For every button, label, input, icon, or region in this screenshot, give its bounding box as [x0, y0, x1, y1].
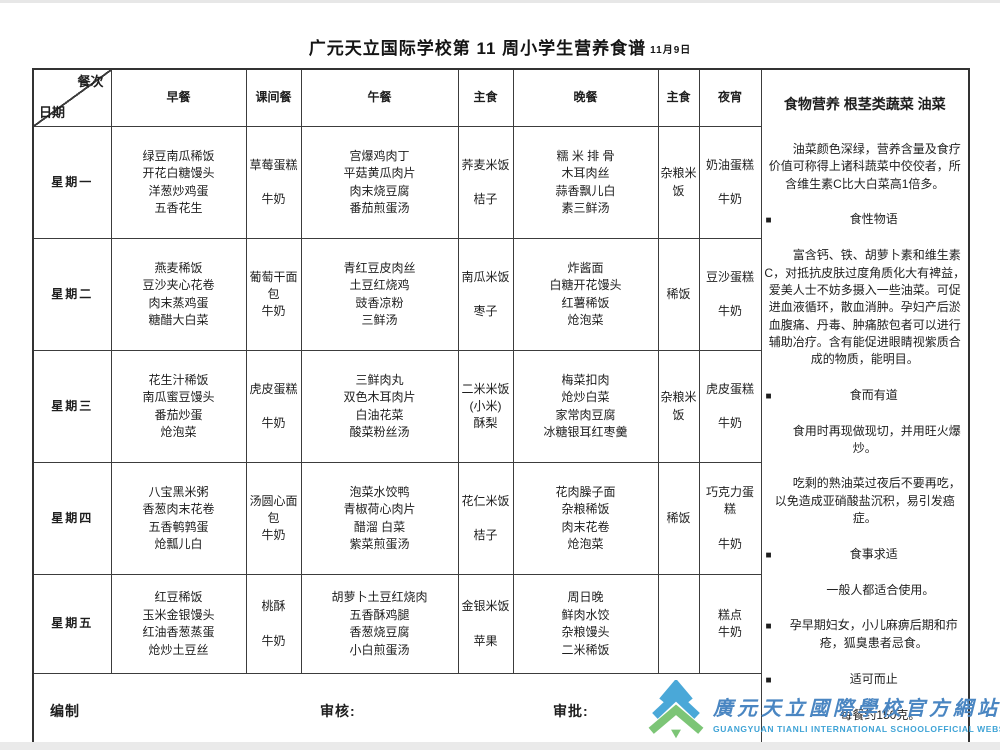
signature-row: 编制 审核: 审批:: [32, 673, 969, 750]
nutrition-bullet: ■ 食性物语: [765, 212, 898, 227]
column-header-snack: 课间餐: [245, 68, 302, 128]
day-label: 星期二: [32, 238, 112, 352]
table-row-friday: 星期五 红豆稀饭 玉米金银馒头 红油香葱蒸蛋 炝炒土豆丝 桃酥 牛奶 胡萝卜土豆…: [32, 574, 969, 675]
corner-label-date: 日期: [39, 105, 66, 121]
nutrition-paragraph: 食用时再现做现切，并用旺火爆炒。: [792, 424, 961, 456]
square-bullet-icon: ■: [765, 549, 772, 561]
nutrition-paragraph: 每餐约150克。: [840, 708, 921, 723]
square-bullet-icon: ■: [765, 675, 772, 687]
page-title: 广元天立国际学校第 11 周小学生营养食谱 11月9日: [0, 34, 1000, 59]
night-snack-cell: 虎皮蛋糕 牛奶: [698, 350, 762, 464]
night-snack-cell: 豆沙蛋糕 牛奶: [698, 238, 762, 352]
table-row-wednesday: 星期三 花生汁稀饭 南瓜蜜豆馒头 番茄炒蛋 炝泡菜 虎皮蛋糕 牛奶 三鲜肉丸 双…: [32, 350, 969, 464]
school-logo: 廣元天立國際學校官方網站 GUANGYUAN TIANLI INTERNATIO…: [645, 680, 1000, 742]
day-label: 星期五: [32, 574, 112, 675]
nutrition-bullet: ■ 食而有道: [765, 388, 898, 403]
nutrition-info-panel: 食物营养 根茎类蔬菜 油菜 油菜颜色深绿，营养含量及食疗价值可称得上诸科蔬菜中佼…: [760, 68, 970, 750]
menu-table: 餐次 日期 早餐 课间餐 午餐 主食 晚餐 主食 夜宵 食物营养 根茎类蔬菜 油…: [32, 68, 970, 750]
tree-logo-icon: [648, 680, 704, 739]
night-snack-cell: 糕点 牛奶: [698, 574, 762, 675]
square-bullet-icon: ■: [765, 391, 772, 403]
breakfast-cell: 绿豆南瓜稀饭 开花白糖馒头 洋葱炒鸡蛋 五香花生: [110, 126, 247, 240]
nutrition-bullet: ■ 孕早期妇女，小儿麻痹后期和疖疮，狐臭患者忌食。: [765, 618, 958, 650]
day-label: 星期三: [32, 350, 112, 464]
column-header-lunch: 午餐: [300, 68, 459, 128]
staple-cell: 南瓜米饭 枣子: [457, 238, 514, 352]
dinner-cell: 糯 米 排 骨 木耳肉丝 蒜香飘儿白 素三鲜汤: [512, 126, 659, 240]
snack-cell: 桃酥 牛奶: [245, 574, 302, 675]
compiled-by-label: 编制: [50, 702, 80, 719]
square-bullet-icon: ■: [765, 621, 772, 633]
nutrition-paragraph: 吃剩的熟油菜过夜后不要再吃，以免造成亚硝酸盐沉积，易引发癌症。: [774, 476, 961, 525]
scan-edge-top: [0, 0, 1000, 3]
dinner-cell: 梅菜扣肉 炝炒白菜 家常肉豆腐 冰糖银耳红枣羹: [512, 350, 659, 464]
breakfast-cell: 红豆稀饭 玉米金银馒头 红油香葱蒸蛋 炝炒土豆丝: [110, 574, 247, 675]
page-title-main: 广元天立国际学校第 11 周小学生营养食谱: [308, 39, 647, 58]
staple-cell: 稀饭: [657, 238, 700, 352]
staple-cell: 杂粮米饭: [657, 350, 700, 464]
column-header-dinner: 晚餐: [512, 68, 659, 128]
nutrition-bullet: ■ 适可而止: [765, 672, 898, 687]
staple-cell: 稀饭: [657, 462, 700, 576]
nutrition-paragraph: 富含钙、铁、胡萝卜素和维生素C，对抵抗皮肤过度角质化大有裨益，爱美人士不妨多摄入…: [764, 248, 966, 367]
corner-cell: 餐次 日期: [32, 68, 112, 128]
table-row-thursday: 星期四 八宝黑米粥 香葱肉末花卷 五香鹌鹑蛋 炝瓢儿白 汤圆心面包 牛奶 泡菜水…: [32, 462, 969, 576]
staple-cell: 二米米饭 (小米) 酥梨: [457, 350, 514, 464]
snack-cell: 草莓蛋糕 牛奶: [245, 126, 302, 240]
snack-cell: 汤圆心面包 牛奶: [245, 462, 302, 576]
column-header-staple-1: 主食: [457, 68, 514, 128]
dinner-cell: 炸酱面 白糖开花馒头 红薯稀饭 炝泡菜: [512, 238, 659, 352]
staple-cell: 花仁米饭 桔子: [457, 462, 514, 576]
nutrition-bullet: ■ 食事求适: [765, 546, 898, 561]
lunch-cell: 胡萝卜土豆红烧肉 五香酥鸡腿 香葱烧豆腐 小白煎蛋汤: [300, 574, 459, 675]
column-header-night-snack: 夜宵: [698, 68, 762, 128]
snack-cell: 葡萄干面包 牛奶: [245, 238, 302, 352]
column-header-breakfast: 早餐: [110, 68, 247, 128]
nutrition-paragraph: 一般人都适合使用。: [826, 582, 935, 597]
scan-edge-bottom: [0, 742, 1000, 750]
reviewed-by-label: 审核:: [320, 702, 356, 719]
staple-cell: 荞麦米饭 桔子: [457, 126, 514, 240]
square-bullet-icon: ■: [765, 215, 772, 227]
lunch-cell: 青红豆皮肉丝 土豆红烧鸡 豉香凉粉 三鲜汤: [300, 238, 459, 352]
logo-english-text: GUANGYUAN TIANLI INTERNATIONAL SCHOOLOFF…: [713, 724, 1000, 734]
lunch-cell: 三鲜肉丸 双色木耳肉片 白油花菜 酸菜粉丝汤: [300, 350, 459, 464]
page-title-date: 11月9日: [650, 45, 692, 56]
dinner-cell: 周日晚 鲜肉水饺 杂粮馒头 二米稀饭: [512, 574, 659, 675]
dinner-cell: 花肉臊子面 杂粮稀饭 肉末花卷 炝泡菜: [512, 462, 659, 576]
table-row-tuesday: 星期二 燕麦稀饭 豆沙夹心花卷 肉末蒸鸡蛋 糖醋大白菜 葡萄干面包 牛奶 青红豆…: [32, 238, 969, 352]
logo-text-block: 廣元天立國際學校官方網站 GUANGYUAN TIANLI INTERNATIO…: [713, 680, 1000, 734]
breakfast-cell: 燕麦稀饭 豆沙夹心花卷 肉末蒸鸡蛋 糖醋大白菜: [110, 238, 247, 352]
staple-cell: 杂粮米饭: [657, 126, 700, 240]
snack-cell: 虎皮蛋糕 牛奶: [245, 350, 302, 464]
day-label: 星期一: [32, 126, 112, 240]
night-snack-cell: 巧克力蛋糕 牛奶: [698, 462, 762, 576]
nutrition-paragraph: 油菜颜色深绿，营养含量及食疗价值可称得上诸科蔬菜中佼佼者，所含维生素C比大白菜高…: [768, 141, 961, 191]
table-row-monday: 星期一 绿豆南瓜稀饭 开花白糖馒头 洋葱炒鸡蛋 五香花生 草莓蛋糕 牛奶 宫爆鸡…: [32, 126, 969, 240]
logo-chinese-text: 廣元天立國際學校官方網站: [713, 698, 1000, 720]
staple-cell: 金银米饭 苹果: [457, 574, 514, 675]
approved-by-label: 审批:: [553, 702, 589, 719]
corner-label-meal: 餐次: [77, 74, 104, 89]
lunch-cell: 泡菜水饺鸭 青椒荷心肉片 醋溜 白菜 紫菜煎蛋汤: [300, 462, 459, 576]
column-header-staple-2: 主食: [657, 68, 700, 128]
signature-cell: 编制 审核: 审批:: [32, 673, 762, 750]
breakfast-cell: 八宝黑米粥 香葱肉末花卷 五香鹌鹑蛋 炝瓢儿白: [110, 462, 247, 576]
header-row: 餐次 日期 早餐 课间餐 午餐 主食 晚餐 主食 夜宵 食物营养 根茎类蔬菜 油…: [32, 68, 970, 750]
staple-cell: [657, 574, 700, 675]
lunch-cell: 宫爆鸡肉丁 平菇黄瓜肉片 肉末烧豆腐 番茄煎蛋汤: [300, 126, 459, 240]
breakfast-cell: 花生汁稀饭 南瓜蜜豆馒头 番茄炒蛋 炝泡菜: [110, 350, 247, 464]
night-snack-cell: 奶油蛋糕 牛奶: [698, 126, 762, 240]
day-label: 星期四: [32, 462, 112, 576]
nutrition-info-title: 食物营养 根茎类蔬菜 油菜: [783, 96, 946, 113]
